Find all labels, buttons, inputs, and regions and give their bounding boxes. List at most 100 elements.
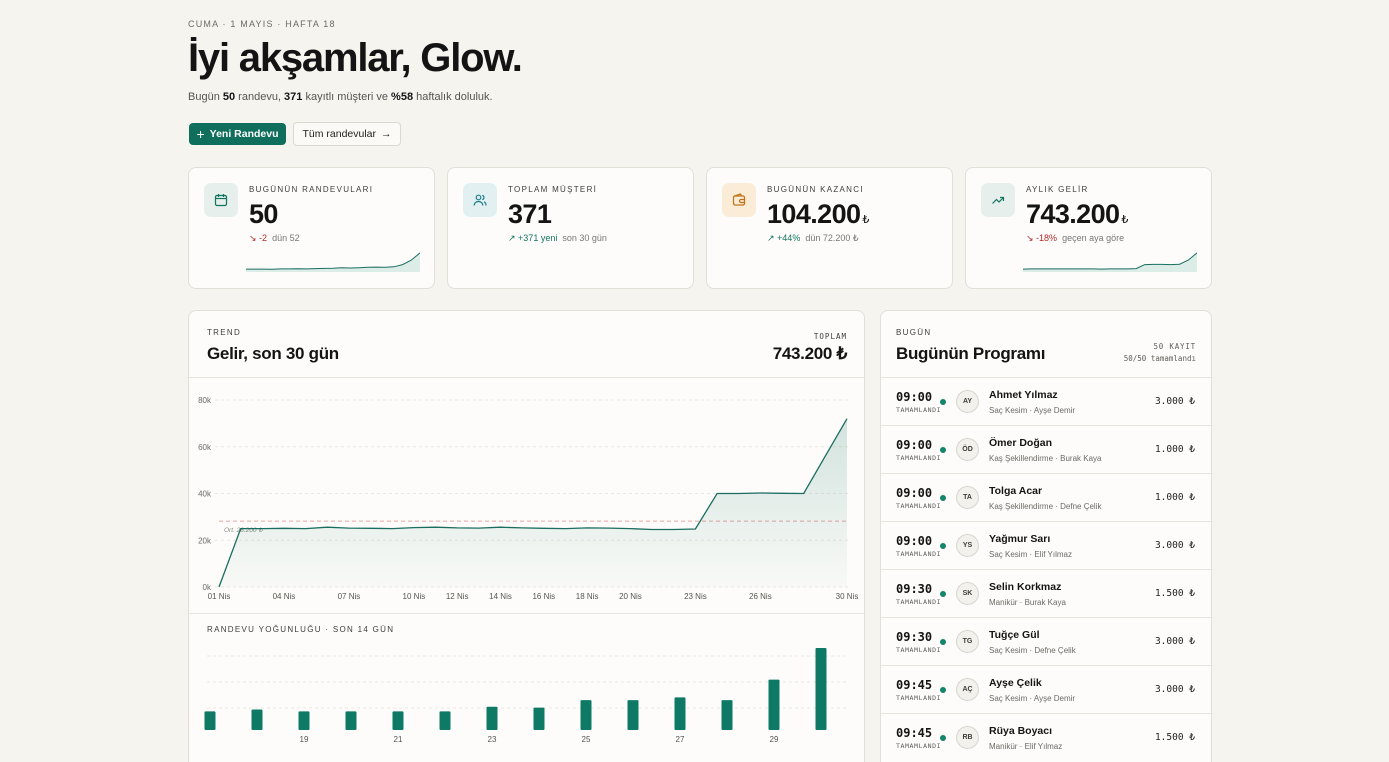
wallet-icon (722, 183, 756, 217)
schedule-row[interactable]: 09:00 TAMAMLANDI YS Yağmur Sarı Saç Kesim · … (881, 521, 1211, 569)
bar (627, 700, 639, 730)
x-tick-label: 01 Nis (208, 592, 231, 601)
appointment-time: 09:00 (896, 390, 933, 404)
kpi-delta: ↘ -2 dün 52 (249, 233, 300, 243)
appointment-density-bar-chart: 7192123252729 (204, 648, 849, 744)
x-tick-label: 07 Nis (338, 592, 361, 601)
schedule-row[interactable]: 09:30 TAMAMLANDI TG Tuğçe Gül Saç Kesim · De… (881, 617, 1211, 665)
avatar: RB (956, 726, 979, 749)
schedule-done: 50/50 tamamlandı (1123, 354, 1196, 363)
kpi-card-monthly-revenue: AYLIK GELİR 743.200 ₺ ↘ -18% geçen aya gö… (965, 167, 1212, 289)
appointment-price: 3.000 ₺ (1154, 636, 1195, 647)
kpi-value: 104.200 ₺ (767, 199, 870, 229)
appointment-status: TAMAMLANDI (896, 550, 942, 558)
x-tick-label: 04 Nis (273, 592, 296, 601)
status-dot (940, 543, 946, 549)
bar (251, 709, 263, 730)
avatar: AY (956, 390, 979, 413)
avatar: AÇ (956, 678, 979, 701)
status-dot (940, 399, 946, 405)
x-tick-label: 12 Nis (446, 592, 469, 601)
customer-name: Rüya Boyacı (989, 725, 1053, 737)
schedule-eyebrow: BUGÜN (896, 328, 932, 337)
schedule-row[interactable]: 09:30 TAMAMLANDI SK Selin Korkmaz Manikür · … (881, 569, 1211, 617)
appointment-price: 1.000 ₺ (1154, 444, 1195, 455)
today-schedule-panel: BUGÜN Bugünün Programı 50 KAYIT 50/50 ta… (880, 310, 1212, 762)
schedule-row[interactable]: 09:45 TAMAMLANDI RB Rüya Boyacı Manikür · El… (881, 713, 1211, 761)
bar (815, 648, 827, 730)
appointment-price: 1.500 ₺ (1154, 588, 1195, 599)
bar (768, 679, 780, 730)
x-tick-label: 30 Nis (836, 592, 859, 601)
bar (486, 706, 498, 730)
users-icon (463, 183, 497, 217)
kpi-label: BUGÜNÜN RANDEVULARI (249, 185, 374, 194)
y-tick-label: 80k (198, 396, 212, 405)
greeting-title: İyi akşamlar, Glow. (188, 36, 523, 80)
trend-total-label: TOPLAM (813, 332, 847, 341)
status-dot (940, 639, 946, 645)
schedule-row[interactable]: 09:00 TAMAMLANDI AY Ahmet Yılmaz Saç Kesim ·… (881, 377, 1211, 425)
appointment-price: 1.500 ₺ (1154, 732, 1195, 743)
revenue-line (218, 418, 848, 588)
new-appointment-button[interactable]: + Yeni Randevu (189, 123, 286, 145)
sparkline-line (246, 252, 420, 270)
y-tick-label: 20k (198, 536, 212, 545)
trending-up-icon (981, 183, 1015, 217)
revenue-area (219, 418, 847, 587)
appointment-price: 1.000 ₺ (1154, 492, 1195, 503)
divider (189, 613, 864, 614)
bar (580, 700, 592, 730)
appointment-status: TAMAMLANDI (896, 406, 942, 414)
kpi-value: 50 (249, 199, 278, 229)
service-info: Manikür · Elif Yılmaz (989, 742, 1063, 751)
y-tick-label: 40k (198, 490, 212, 499)
customer-name: Ayşe Çelik (989, 677, 1042, 689)
all-appointments-label: Tüm randevular (302, 128, 377, 140)
x-tick-label: 23 Nis (684, 592, 707, 601)
calendar-icon (204, 183, 238, 217)
bar (533, 707, 545, 730)
bar (298, 711, 310, 730)
x-tick-label: 16 Nis (532, 592, 555, 601)
x-tick-label: 10 Nis (403, 592, 426, 601)
schedule-count: 50 KAYIT (1153, 342, 1196, 351)
avatar: ÖD (956, 438, 979, 461)
customer-name: Ömer Doğan (989, 437, 1053, 449)
bar (392, 711, 404, 730)
service-info: Kaş Şekillendirme · Burak Kaya (989, 454, 1102, 463)
schedule-row[interactable]: 09:00 TAMAMLANDI ÖD Ömer Doğan Kaş Şekillend… (881, 425, 1211, 473)
x-tick-label: 20 Nis (619, 592, 642, 601)
bar (721, 700, 733, 730)
service-info: Manikür · Burak Kaya (989, 598, 1066, 607)
x-tick-label: 21 (394, 735, 403, 744)
avatar: TG (956, 630, 979, 653)
customer-name: Tuğçe Gül (989, 629, 1040, 641)
x-tick-label: 14 Nis (489, 592, 512, 601)
x-tick-label: 27 (676, 735, 685, 744)
appointment-time: 09:45 (896, 726, 933, 740)
y-tick-label: 60k (198, 443, 212, 452)
schedule-row[interactable]: 09:00 TAMAMLANDI TA Tolga Acar Kaş Şekillend… (881, 473, 1211, 521)
appointment-time: 09:00 (896, 438, 933, 452)
sparkline-area (1023, 252, 1197, 272)
appointment-status: TAMAMLANDI (896, 598, 942, 606)
appointment-status: TAMAMLANDI (896, 502, 942, 510)
avatar: SK (956, 582, 979, 605)
bar (674, 697, 686, 730)
service-info: Kaş Şekillendirme · Defne Çelik (989, 502, 1102, 511)
new-appointment-label: Yeni Randevu (209, 128, 279, 140)
customer-name: Selin Korkmaz (989, 581, 1062, 593)
service-info: Saç Kesim · Ayşe Demir (989, 694, 1076, 703)
customer-name: Ahmet Yılmaz (989, 389, 1058, 401)
x-tick-label: 18 Nis (576, 592, 599, 601)
kpi-label: TOPLAM MÜŞTERİ (508, 185, 598, 194)
status-dot (940, 495, 946, 501)
x-tick-label: 25 (582, 735, 591, 744)
kpi-card-today-appointments: BUGÜNÜN RANDEVULARI 50 ↘ -2 dün 52 (188, 167, 435, 289)
schedule-row[interactable]: 09:45 TAMAMLANDI AÇ Ayşe Çelik Saç Kesim · A… (881, 665, 1211, 713)
all-appointments-button[interactable]: Tüm randevular → (293, 122, 401, 146)
appointment-status: TAMAMLANDI (896, 454, 942, 462)
trend-eyebrow: TREND (207, 328, 242, 337)
